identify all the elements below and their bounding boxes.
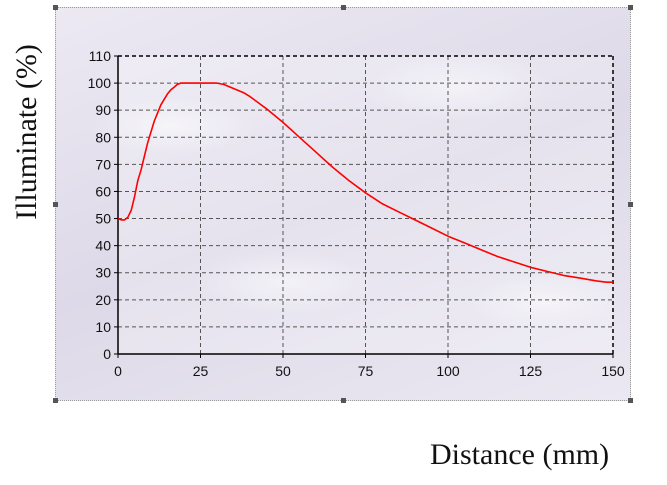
grid-lines [118,56,613,354]
resize-handle-bottom-middle[interactable] [341,398,346,403]
y-tick-label: 50 [95,211,111,227]
resize-handle-middle-left[interactable] [53,202,58,207]
resize-handle-bottom-right[interactable] [628,398,633,403]
y-tick-label: 90 [95,102,111,118]
x-tick-label: 0 [114,363,122,379]
resize-handle-top-middle[interactable] [341,5,346,10]
y-tick-label: 20 [95,292,111,308]
y-tick-label: 30 [95,265,111,281]
tick-labels: 0 10 20 30 40 50 60 70 80 90 100 110 0 25 50 75 100 125 15… [88,48,625,379]
y-axis-label: Illuminate (%) [10,44,43,220]
axes [114,55,614,358]
y-tick-label: 40 [95,238,111,254]
y-tick-label: 10 [95,319,111,335]
x-tick-label: 150 [601,363,625,379]
resize-handle-bottom-left[interactable] [53,398,58,403]
x-tick-label: 100 [436,363,460,379]
x-tick-label: 25 [193,363,209,379]
x-axis-label: Distance (mm) [430,438,610,471]
y-tick-label: 0 [103,346,111,362]
x-tick-label: 50 [275,363,291,379]
resize-handle-top-left[interactable] [53,5,58,10]
resize-handle-middle-right[interactable] [628,202,633,207]
plot-frame [55,7,631,401]
y-tick-label: 60 [95,183,111,199]
y-tick-label: 80 [95,129,111,145]
y-tick-label: 70 [95,156,111,172]
y-tick-label: 110 [89,48,112,64]
x-tick-label: 125 [519,363,543,379]
resize-handle-top-right[interactable] [628,5,633,10]
series-line [117,82,613,284]
series-lines [117,82,613,284]
x-tick-label: 75 [358,363,374,379]
y-tick-label: 100 [88,75,112,91]
